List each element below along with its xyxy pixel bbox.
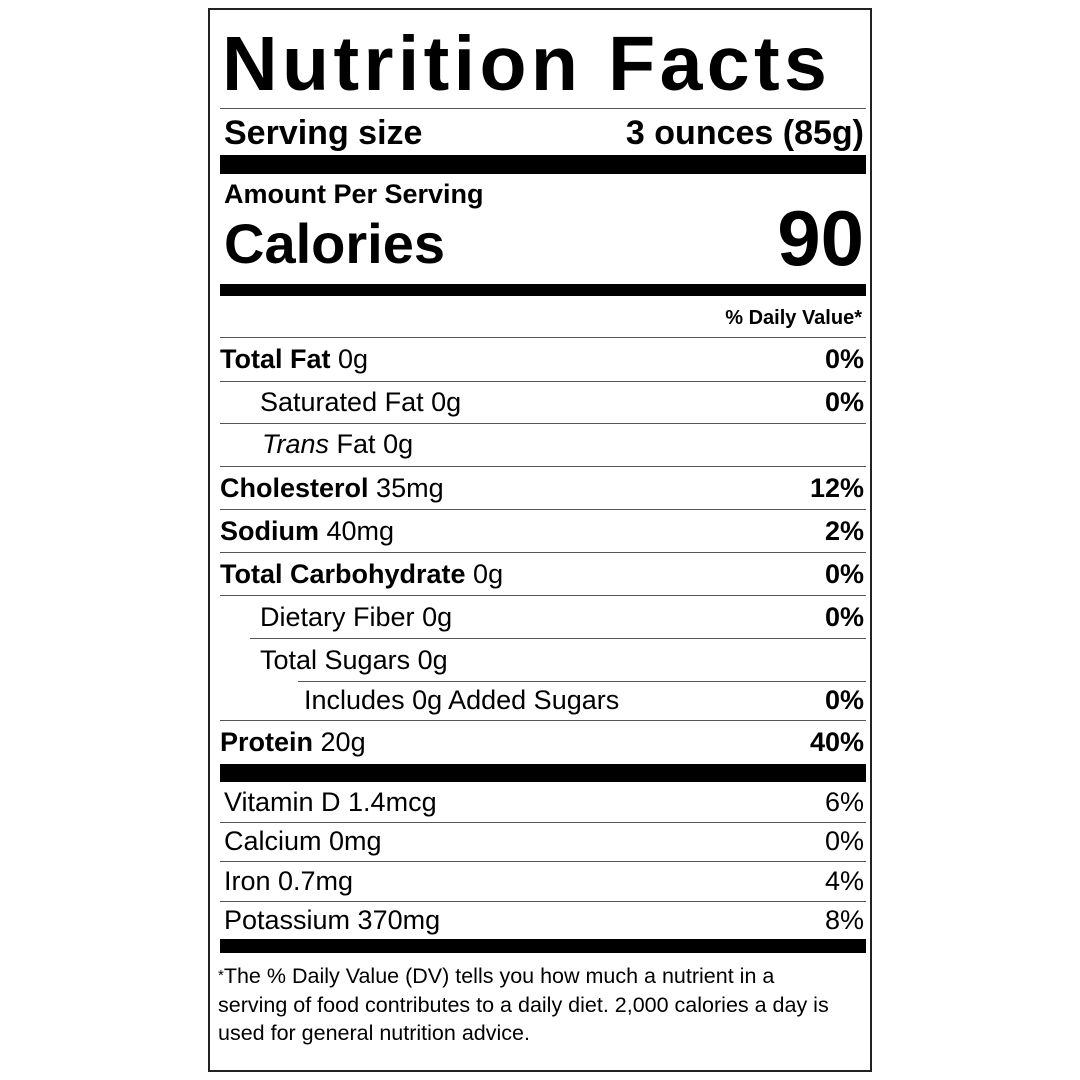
nutrient-row-total-fat: Total Fat 0g 0% <box>220 338 864 380</box>
nutrient-name: Total Fat <box>220 344 331 374</box>
vitamin-name: Potassium 370mg <box>224 905 441 935</box>
vitamin-dv: 6% <box>824 787 864 817</box>
divider <box>220 509 866 510</box>
nutrient-amount: 0g <box>473 559 504 589</box>
nutrient-dv: 0% <box>824 685 864 715</box>
divider <box>220 108 866 109</box>
vitamin-name: Vitamin D 1.4mcg <box>224 787 437 817</box>
thick-divider <box>220 939 866 953</box>
footnote-asterisk: * <box>218 967 224 984</box>
amount-per-serving: Amount Per Serving <box>224 179 484 209</box>
vitamin-dv: 0% <box>824 826 864 856</box>
nutrient-dv: 0% <box>824 387 864 417</box>
vitamin-row-calcium: Calcium 0mg 0% <box>220 822 864 861</box>
medium-divider <box>220 284 866 296</box>
vitamin-name: Iron 0.7mg <box>224 866 354 896</box>
vitamin-name: Calcium 0mg <box>224 826 382 856</box>
nutrient-name: Includes 0g Added Sugars <box>304 685 620 715</box>
nutrient-amount: 0g <box>431 387 462 417</box>
calories-label: Calories <box>224 212 445 275</box>
calories-value: 90 <box>777 194 864 282</box>
nutrient-amount: 0g <box>417 645 448 675</box>
nutrient-row-trans-fat: Trans Fat 0g <box>220 423 864 465</box>
footnote: *The % Daily Value (DV) tells you how mu… <box>218 962 838 1048</box>
nutrient-name: Dietary Fiber <box>260 602 415 632</box>
thick-divider <box>220 764 866 782</box>
divider <box>220 423 866 424</box>
divider <box>220 381 866 382</box>
nutrient-amount: 35mg <box>376 473 444 503</box>
nutrient-row-protein: Protein 20g 40% <box>220 721 864 763</box>
nutrient-row-dietary-fiber: Dietary Fiber 0g 0% <box>220 596 864 638</box>
vitamin-dv: 4% <box>824 866 864 896</box>
serving-size-label: Serving size <box>224 114 423 152</box>
vitamin-dv: 8% <box>824 905 864 935</box>
nutrient-name: Sodium <box>220 516 319 546</box>
nutrient-name: Total Sugars <box>260 645 411 675</box>
divider <box>220 337 866 338</box>
nutrient-dv: 2% <box>824 516 864 546</box>
nutrient-row-saturated-fat: Saturated Fat 0g 0% <box>220 381 864 423</box>
nutrient-amount: 0g <box>338 344 369 374</box>
nutrition-facts-label: Nutrition Facts Serving size 3 ounces (8… <box>208 8 872 1072</box>
nutrient-amount: 40mg <box>326 516 395 546</box>
nutrient-name-rest: Fat <box>336 429 376 459</box>
nutrient-dv: 0% <box>824 602 864 632</box>
nutrient-name: Protein <box>220 727 314 757</box>
vitamin-row-potassium: Potassium 370mg 8% <box>220 901 864 940</box>
divider <box>220 720 866 721</box>
vitamin-row-iron: Iron 0.7mg 4% <box>220 861 864 901</box>
nutrient-amount: 0g <box>383 429 414 459</box>
nutrient-name: Trans <box>262 429 330 459</box>
label-title: Nutrition Facts <box>222 21 832 107</box>
vitamin-row-vitamin-d: Vitamin D 1.4mcg 6% <box>220 782 864 822</box>
nutrient-name: Total Carbohydrate <box>220 559 466 589</box>
nutrient-dv: 12% <box>809 473 864 503</box>
nutrient-amount: 0g <box>422 602 453 632</box>
nutrient-name: Cholesterol <box>220 473 369 503</box>
divider <box>250 638 866 639</box>
thick-divider <box>220 155 866 174</box>
serving-size-value: 3 ounces (85g) <box>625 114 864 152</box>
nutrient-amount: 20g <box>320 727 366 757</box>
nutrient-row-added-sugars: Includes 0g Added Sugars 0% <box>220 680 864 720</box>
nutrient-dv: 40% <box>809 727 864 757</box>
divider <box>220 861 866 862</box>
divider <box>220 822 866 823</box>
divider <box>220 552 866 553</box>
daily-value-header: % Daily Value* <box>725 307 862 329</box>
divider <box>298 681 866 682</box>
nutrient-row-total-sugars: Total Sugars 0g <box>220 639 864 681</box>
nutrient-row-total-carbohydrate: Total Carbohydrate 0g 0% <box>220 553 864 595</box>
divider <box>220 901 866 902</box>
nutrient-row-cholesterol: Cholesterol 35mg 12% <box>220 467 864 509</box>
nutrient-name: Saturated Fat <box>260 387 424 417</box>
nutrient-dv: 0% <box>824 344 864 374</box>
footnote-text: The % Daily Value (DV) tells you how muc… <box>218 964 829 1045</box>
divider <box>220 466 866 467</box>
divider <box>220 595 866 596</box>
nutrient-dv: 0% <box>824 559 864 589</box>
nutrient-row-sodium: Sodium 40mg 2% <box>220 510 864 552</box>
